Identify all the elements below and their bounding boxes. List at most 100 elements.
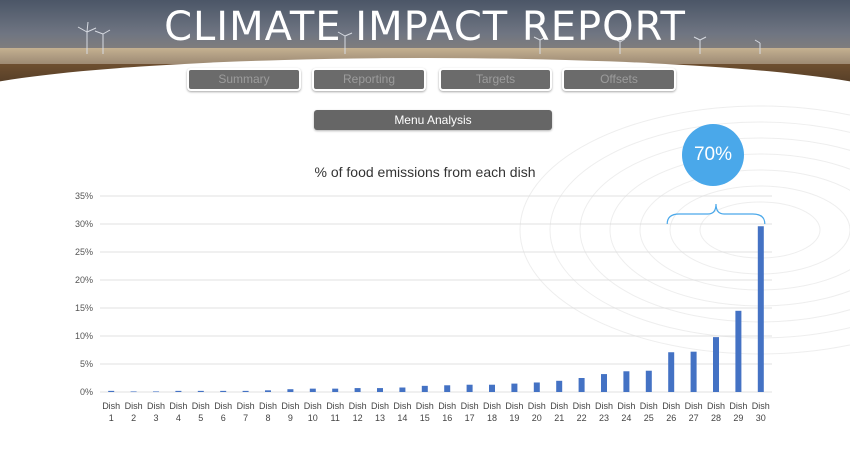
bar	[175, 390, 182, 392]
y-tick-label: 5%	[80, 359, 93, 369]
x-category-label: Dish	[259, 401, 277, 411]
bar	[242, 390, 249, 392]
bar	[645, 370, 652, 392]
bar	[354, 388, 361, 392]
x-axis-category-labels: Dish 1 Dish 2 Dish 3 Dish 4 Dish 5 Dish 6 Dish 7 Dish 8…	[102, 401, 770, 423]
x-category-label: Dish	[237, 401, 255, 411]
bar	[623, 371, 630, 392]
x-category-label: Dish	[752, 401, 770, 411]
chart-title: % of food emissions from each dish	[314, 164, 536, 180]
wind-turbines-illustration	[77, 21, 761, 87]
y-axis-tick-labels: 0% 5% 10% 15% 20% 25% 30% 35%	[75, 191, 93, 397]
x-category-label: 15	[420, 413, 430, 423]
x-category-label: Dish	[685, 401, 703, 411]
x-category-label: Dish	[169, 401, 187, 411]
callout-badge: 70%	[682, 124, 744, 186]
x-category-label: 18	[487, 413, 497, 423]
x-category-label: 13	[375, 413, 385, 423]
x-category-label: Dish	[550, 401, 568, 411]
bracket-annotation	[666, 203, 766, 225]
bar	[444, 385, 451, 392]
x-category-label: 30	[756, 413, 766, 423]
x-category-label: 9	[288, 413, 293, 423]
x-category-label: 23	[599, 413, 609, 423]
menu-analysis-button[interactable]: Menu Analysis	[314, 110, 552, 130]
bar	[421, 385, 428, 392]
tab-targets[interactable]: Targets	[439, 68, 552, 91]
x-category-label: Dish	[617, 401, 635, 411]
bar	[265, 390, 271, 392]
bar	[399, 387, 406, 392]
x-category-label: 14	[397, 413, 407, 423]
banner-horizon-glow	[0, 48, 850, 66]
x-category-label: Dish	[416, 401, 434, 411]
x-category-label: Dish	[595, 401, 613, 411]
x-category-label: Dish	[505, 401, 523, 411]
x-category-label: 22	[577, 413, 587, 423]
bar	[511, 383, 518, 392]
bar	[489, 384, 495, 392]
tab-reporting[interactable]: Reporting	[312, 68, 426, 91]
x-category-label: Dish	[528, 401, 546, 411]
bar	[690, 351, 697, 392]
chart-bars	[108, 226, 764, 393]
bar	[533, 382, 540, 392]
x-category-label: 3	[153, 413, 158, 423]
x-category-label: Dish	[729, 401, 747, 411]
x-category-label: Dish	[349, 401, 367, 411]
bar	[466, 384, 473, 392]
x-category-label: Dish	[573, 401, 591, 411]
x-category-label: 2	[131, 413, 136, 423]
bar	[309, 388, 316, 392]
x-category-label: 11	[331, 413, 340, 423]
x-category-label: 27	[689, 413, 699, 423]
x-category-label: 28	[711, 413, 721, 423]
bar	[130, 391, 137, 393]
x-category-label: 25	[644, 413, 654, 423]
x-category-label: 12	[353, 413, 363, 423]
y-tick-label: 35%	[75, 191, 93, 201]
x-category-label: 16	[442, 413, 452, 423]
bar	[735, 310, 742, 392]
x-category-label: Dish	[393, 401, 411, 411]
y-tick-label: 20%	[75, 275, 93, 285]
x-category-label: Dish	[461, 401, 479, 411]
bar	[197, 390, 204, 392]
x-category-label: Dish	[102, 401, 120, 411]
bar	[601, 374, 607, 392]
bar	[287, 389, 294, 392]
x-category-label: Dish	[214, 401, 232, 411]
x-category-label: Dish	[125, 401, 143, 411]
x-category-label: 17	[465, 413, 475, 423]
x-category-label: 26	[666, 413, 676, 423]
header-banner: CLIMATE IMPACT REPORT	[0, 0, 850, 120]
x-category-label: 4	[176, 413, 181, 423]
tab-summary[interactable]: Summary	[187, 68, 301, 91]
y-tick-label: 15%	[75, 303, 93, 313]
page-title: CLIMATE IMPACT REPORT	[164, 4, 686, 50]
x-category-label: Dish	[483, 401, 501, 411]
x-category-label: Dish	[662, 401, 680, 411]
bar	[668, 352, 675, 392]
y-tick-label: 10%	[75, 331, 93, 341]
x-category-label: Dish	[304, 401, 322, 411]
x-category-label: 7	[243, 413, 248, 423]
bar	[153, 391, 159, 393]
bar	[377, 388, 383, 392]
bar	[757, 226, 764, 392]
tab-offsets[interactable]: Offsets	[562, 68, 676, 91]
chart-gridlines	[100, 195, 772, 393]
x-category-label: 21	[554, 413, 564, 423]
x-category-label: Dish	[147, 401, 165, 411]
x-category-label: 19	[509, 413, 519, 423]
y-tick-label: 25%	[75, 247, 93, 257]
x-category-label: Dish	[707, 401, 725, 411]
bar	[108, 390, 115, 392]
x-category-label: 20	[532, 413, 542, 423]
x-category-label: 8	[265, 413, 270, 423]
x-category-label: Dish	[326, 401, 344, 411]
x-category-label: 1	[109, 413, 114, 423]
x-category-label: 5	[198, 413, 203, 423]
